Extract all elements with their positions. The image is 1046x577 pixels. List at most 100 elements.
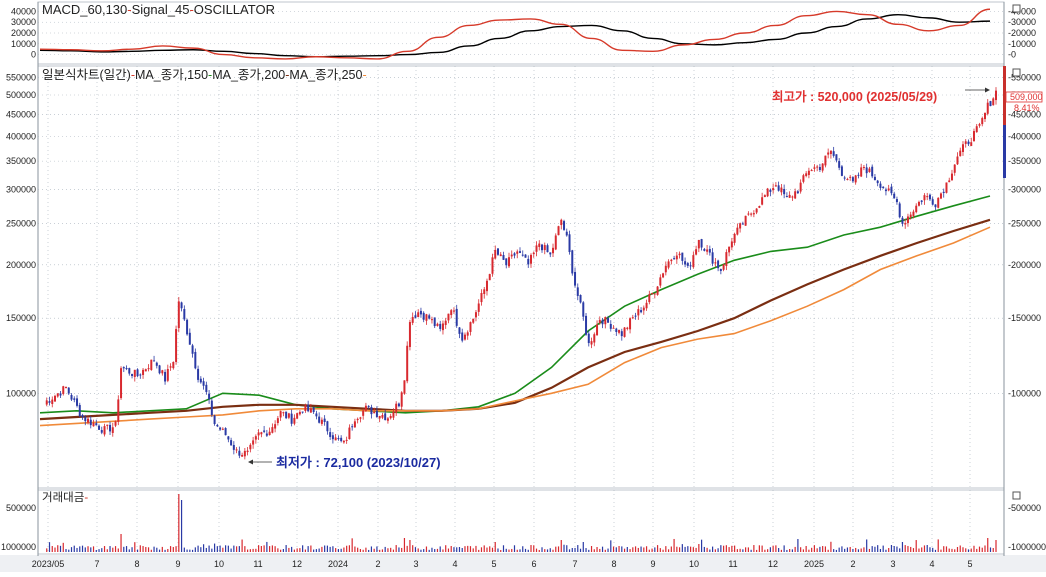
volume-bar [472, 548, 474, 552]
candle-body [285, 411, 288, 419]
volume-bar [439, 546, 441, 552]
candle-body [287, 413, 290, 418]
volume-bar [178, 494, 180, 552]
volume-bar [84, 547, 86, 552]
candle-body [565, 231, 568, 236]
candle-body [111, 427, 114, 433]
volume-bar [934, 549, 937, 552]
candle-body [884, 189, 887, 192]
volume-bar [183, 547, 185, 552]
candle-body [502, 255, 505, 260]
candle-body [609, 323, 612, 329]
volume-bar [494, 542, 496, 552]
volume-bar [46, 548, 48, 552]
volume-bar [698, 544, 700, 552]
volume-bar [673, 538, 675, 552]
volume-bar [577, 545, 579, 552]
candle-body [356, 418, 359, 421]
candle-body [876, 180, 879, 184]
volume-bar [901, 542, 904, 552]
moving-average-lines [39, 195, 991, 427]
volume-bar [527, 549, 529, 552]
candle-body [956, 156, 959, 165]
candle-body [279, 411, 282, 418]
volume-bar [142, 546, 144, 552]
volume-bar [871, 546, 873, 552]
price-title: 일본식차트(일간)-MA_종가,150-MA_종가,200-MA_종가,250- [42, 68, 367, 82]
candle-body [865, 167, 868, 174]
candle-body [103, 426, 106, 435]
candle-body [370, 406, 373, 415]
volume-bar [343, 547, 345, 552]
x-tick-label: 11 [728, 559, 737, 569]
volume-bar [76, 547, 78, 552]
candle-body [813, 167, 816, 169]
candle-body [59, 393, 62, 396]
candle-body [81, 415, 84, 418]
volume-bar [186, 549, 188, 552]
volume-bar [976, 548, 978, 552]
volume-bar [310, 545, 312, 552]
volume-bar [489, 546, 491, 552]
volume-bar [736, 549, 738, 552]
candle-body [524, 254, 527, 258]
candle-body [774, 185, 777, 187]
volume-bar [571, 547, 573, 552]
candle-body [147, 368, 150, 370]
volume-bar [651, 548, 653, 552]
candle-body [400, 392, 403, 407]
macd-panel-button[interactable] [1012, 4, 1021, 13]
volume-bar [120, 534, 122, 552]
volume-bar [643, 547, 645, 552]
candle-body [210, 400, 213, 416]
volume-bar [296, 548, 298, 552]
candle-body [681, 252, 684, 261]
volume-bar [51, 546, 53, 552]
volume-bar [654, 547, 656, 552]
candle-body [375, 410, 378, 418]
candle-body [131, 374, 134, 376]
y-tick-label-right: -400000 [1008, 131, 1041, 141]
candle-body [293, 417, 296, 424]
volume-bar [621, 546, 623, 552]
ma-line-MA_종가,250 [39, 226, 991, 427]
candle-body [975, 126, 978, 133]
y-tick-label-right: -450000 [1008, 110, 1041, 120]
price-panel-button[interactable] [1012, 68, 1021, 77]
candle-body [114, 421, 117, 426]
candle-body [532, 252, 535, 254]
volume-bar [258, 545, 260, 552]
candle-body [747, 213, 750, 215]
y-tick-label-left: 100000 [6, 388, 36, 398]
vol-y-tick-left: 1000000 [1, 542, 36, 552]
candle-body [235, 449, 238, 451]
high-arrow-head [985, 87, 990, 93]
volume-bar [764, 549, 766, 552]
volume-bar [645, 546, 648, 552]
candle-body [604, 317, 607, 325]
volume-bar [750, 549, 752, 552]
low-annotation: 최저가 : 72,100 (2023/10/27) [248, 455, 441, 470]
volume-bar [904, 545, 906, 552]
candle-body [92, 422, 95, 427]
candle-body [596, 324, 599, 336]
candle-body [67, 387, 70, 394]
candle-body [241, 454, 244, 457]
volume-bar [224, 545, 227, 552]
volume-panel-button[interactable] [1012, 491, 1021, 500]
volume-bar [200, 547, 202, 552]
candle-body [554, 235, 557, 250]
candle-body [351, 426, 354, 428]
volume-bar [800, 547, 802, 552]
volume-bar [742, 549, 744, 552]
volume-bar [519, 549, 521, 552]
candle-body [794, 191, 797, 199]
volume-bar [213, 543, 216, 552]
candle-body [818, 167, 821, 171]
volume-bar [280, 549, 282, 552]
volume-bar [667, 549, 670, 552]
candle-body [557, 226, 560, 236]
candle-body [54, 395, 57, 402]
volume-bar [324, 545, 326, 552]
